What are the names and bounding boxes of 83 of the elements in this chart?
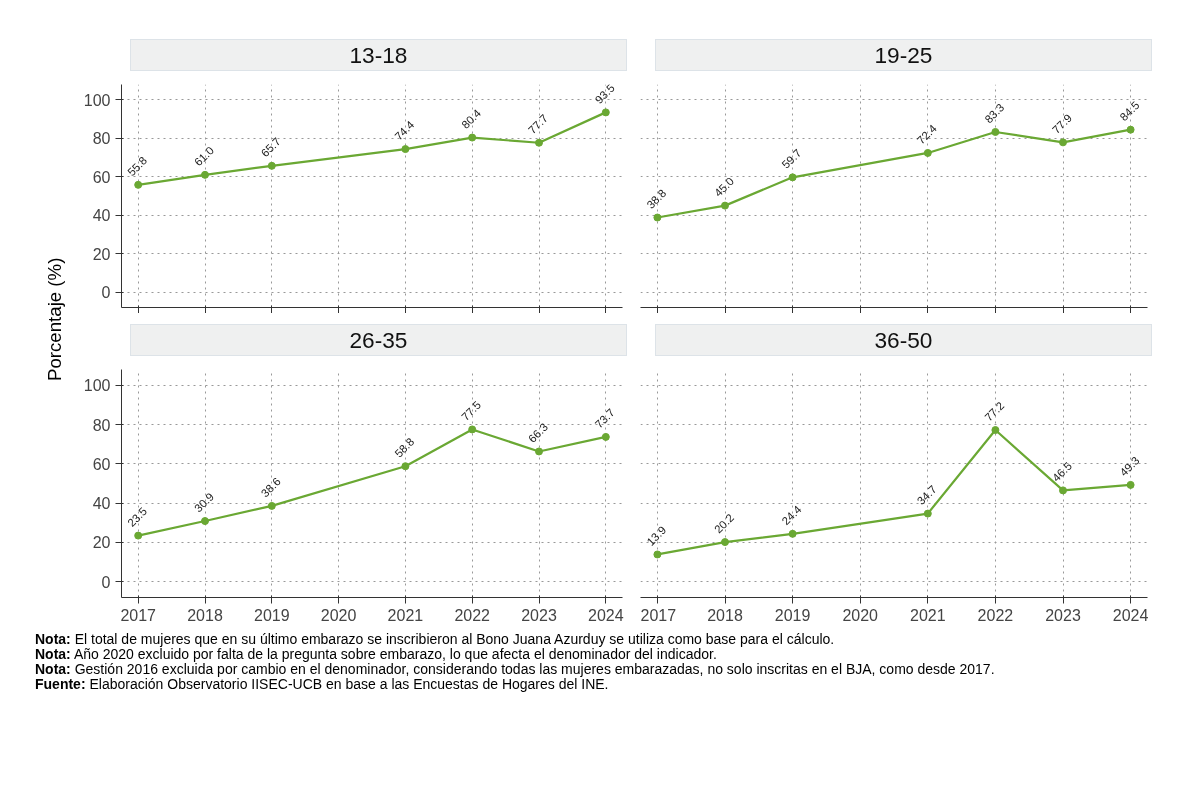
data-label: 77.7 bbox=[525, 112, 551, 137]
y-tick-label: 100 bbox=[83, 91, 111, 109]
point bbox=[601, 432, 610, 441]
data-label: 59.7 bbox=[779, 146, 804, 171]
point bbox=[991, 426, 1000, 435]
y-tick-label: 20 bbox=[92, 534, 111, 552]
chart-title: 19-25 bbox=[874, 41, 933, 70]
x-tick-label: 2024 bbox=[1112, 606, 1149, 624]
data-label: 61.0 bbox=[191, 144, 217, 169]
data-label: 77.2 bbox=[982, 399, 1007, 424]
text: Nota: Gestión 2016 excluida por cambio en el denominador, considerando todas las mujeres embarazadas, no solo inscritas en el BJA, como desde 2017. bbox=[35, 661, 995, 677]
y-tick-label: 0 bbox=[101, 573, 111, 591]
x-tick-label: 2020 bbox=[842, 606, 879, 624]
data-label: 58.8 bbox=[392, 435, 417, 460]
point bbox=[201, 517, 209, 526]
point bbox=[1126, 480, 1135, 489]
point bbox=[653, 213, 662, 222]
point bbox=[468, 133, 477, 142]
data-label: 77.9 bbox=[1049, 111, 1075, 136]
point bbox=[535, 138, 543, 147]
point bbox=[468, 425, 477, 434]
point bbox=[788, 529, 797, 538]
data-label: 49.3 bbox=[1117, 454, 1142, 479]
point bbox=[401, 462, 410, 471]
x-tick-label: 2018 bbox=[707, 606, 743, 624]
source-note: Fuente: Elaboración Observatorio IISEC-UCB en base a las Encuestas de Hogares del INE. bbox=[35, 676, 609, 692]
text: Nota: Año 2020 excluido por falta de la pregunta sobre embarazo, lo que afecta el denominador del indicador. bbox=[35, 646, 717, 662]
point bbox=[721, 538, 729, 547]
point bbox=[991, 127, 1000, 136]
chart-title: 36-50 bbox=[874, 326, 933, 355]
point bbox=[1059, 138, 1067, 147]
x-tick-label: 2021 bbox=[910, 606, 946, 624]
point bbox=[134, 531, 143, 540]
data-label: 74.4 bbox=[392, 118, 417, 143]
point bbox=[535, 447, 543, 456]
x-tick-label: 2022 bbox=[454, 606, 491, 624]
data-label: 72.4 bbox=[914, 122, 939, 147]
point bbox=[1059, 486, 1067, 495]
point bbox=[401, 145, 410, 154]
y-tick-label: 60 bbox=[92, 455, 111, 473]
x-tick-label: 2020 bbox=[320, 606, 357, 624]
y-tick-label: 40 bbox=[92, 495, 111, 513]
point bbox=[653, 550, 662, 559]
point bbox=[267, 501, 276, 510]
data-label: 38.6 bbox=[258, 475, 283, 500]
chart-title: 26-35 bbox=[349, 326, 408, 355]
point bbox=[923, 509, 932, 518]
data-label: 55.8 bbox=[125, 154, 150, 179]
y-tick-label: 0 bbox=[101, 284, 111, 302]
data-label: 30.9 bbox=[191, 490, 217, 515]
data-label: 83.3 bbox=[982, 101, 1007, 126]
point bbox=[134, 180, 143, 189]
data-label: 46.5 bbox=[1049, 459, 1075, 484]
x-tick-label: 2018 bbox=[187, 606, 223, 624]
point bbox=[1126, 125, 1135, 134]
x-tick-label: 2017 bbox=[640, 606, 677, 624]
chart-title: 13-18 bbox=[349, 41, 408, 70]
point bbox=[721, 201, 729, 210]
point bbox=[923, 148, 932, 157]
y-tick-label: 80 bbox=[92, 130, 111, 148]
x-tick-label: 2023 bbox=[1045, 606, 1081, 624]
x-tick-label: 2024 bbox=[588, 606, 624, 624]
point bbox=[601, 108, 610, 117]
x-tick-label: 2021 bbox=[387, 606, 424, 624]
x-tick-label: 2019 bbox=[774, 606, 811, 624]
x-tick-label: 2017 bbox=[120, 606, 157, 624]
point bbox=[267, 161, 276, 170]
y-tick-label: 60 bbox=[92, 168, 111, 186]
x-tick-label: 2019 bbox=[254, 606, 290, 624]
x-tick-label: 2023 bbox=[521, 606, 557, 624]
data-label: 77.5 bbox=[459, 398, 484, 423]
y-tick-label: 20 bbox=[92, 245, 111, 263]
data-label: 66.3 bbox=[525, 420, 551, 445]
data-label: 45.0 bbox=[711, 174, 737, 200]
x-tick-label: 2022 bbox=[977, 606, 1014, 624]
y-tick-label: 100 bbox=[83, 377, 111, 395]
text: Nota: El total de mujeres que en su último embarazo se inscribieron al Bono Juana Azurduy se utiliza como base para el cálculo. bbox=[35, 631, 835, 647]
y-axis-title: Porcentaje (%) bbox=[42, 257, 66, 381]
data-label: 24.4 bbox=[779, 503, 804, 528]
y-tick-label: 80 bbox=[92, 416, 111, 434]
point bbox=[201, 170, 209, 179]
point bbox=[788, 173, 797, 182]
y-tick-label: 40 bbox=[92, 207, 111, 225]
